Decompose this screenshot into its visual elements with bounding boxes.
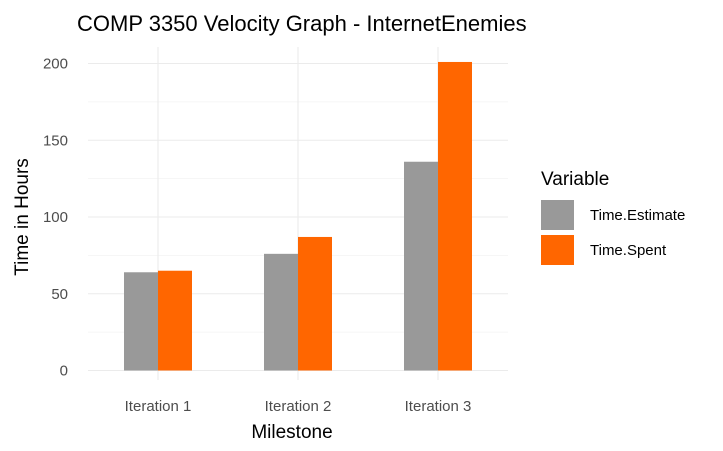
y-tick-label: 150 — [43, 132, 68, 149]
legend-title: Variable — [541, 169, 609, 190]
legend-items: Time.Estimate Time.Spent — [541, 200, 685, 265]
x-axis-title: Milestone — [251, 422, 332, 443]
y-tick-label: 100 — [43, 209, 68, 226]
legend-key-time-spent — [541, 235, 574, 265]
bar-time-spent-3 — [438, 61, 472, 371]
y-tick-label: 50 — [51, 286, 68, 303]
y-tick-label: 200 — [43, 56, 68, 73]
bar-time-spent-1 — [158, 270, 192, 371]
x-tick-label: Iteration 2 — [265, 398, 332, 415]
bar-time-estimate-1 — [124, 272, 158, 371]
bars — [124, 61, 472, 371]
x-tick-label: Iteration 3 — [405, 398, 472, 415]
y-axis-ticks: 0 50 100 150 200 — [43, 56, 68, 380]
legend-key-time-estimate — [541, 200, 574, 230]
legend: Variable Time.Estimate Time.Spent — [541, 169, 685, 265]
y-tick-label: 0 — [60, 363, 68, 380]
legend-label: Time.Estimate — [590, 207, 685, 224]
bar-time-spent-2 — [298, 236, 332, 371]
legend-label: Time.Spent — [590, 242, 667, 259]
x-axis-ticks: Iteration 1 Iteration 2 Iteration 3 — [125, 398, 472, 415]
x-tick-label: Iteration 1 — [125, 398, 192, 415]
y-axis-title: Time in Hours — [12, 158, 33, 276]
bar-time-estimate-2 — [264, 253, 298, 371]
bar-time-estimate-3 — [404, 161, 438, 371]
chart-title: COMP 3350 Velocity Graph - InternetEnemi… — [77, 11, 527, 36]
plot-area — [88, 47, 508, 380]
